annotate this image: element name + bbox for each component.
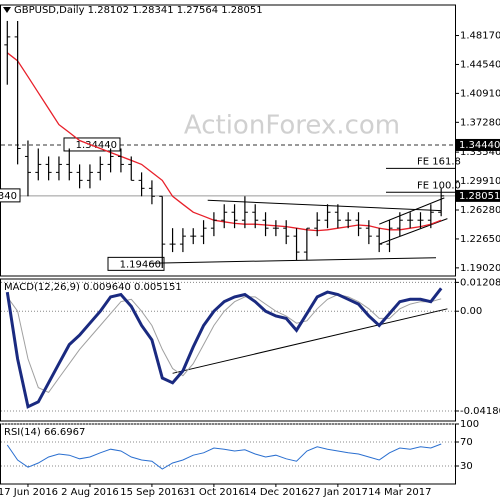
box-label: 1.19460 [120,259,161,270]
indicator-line [6,293,442,394]
box-label-frame [0,188,21,203]
x-tick-label: 17 Jun 2016 [0,487,58,498]
box-label-frame [63,137,121,152]
y-tick-label: 1.40910 [460,88,500,99]
panel-frame [0,4,456,277]
x-tick-label: 2 Aug 2016 [61,487,119,498]
level-label-box [456,189,500,202]
box-label: 1.34440 [76,140,117,151]
chart-title: GBPUSD,Daily 1.28102 1.28341 1.27564 1.2… [14,5,263,16]
y-tick-label: 100 [460,419,479,430]
level-label: 1.28051 [459,191,500,202]
indicator-line [5,287,443,409]
y-tick-label: 30 [460,461,473,472]
box-label: 340 [0,191,17,202]
y-tick-label: 1.37280 [460,117,500,128]
y-tick-label: -0.041802 [460,406,500,417]
fe-label: FE 100.0 [417,180,461,191]
panel-frame [0,423,456,485]
x-tick-label: 31 Oct 2016 [183,487,245,498]
y-tick-label: 1.22650 [460,234,500,245]
panel-frame [0,278,456,422]
menu-triangle [3,7,11,13]
y-tick-label: 0.012089 [460,277,500,288]
y-tick-label: 1.19020 [460,263,500,274]
y-tick-label: 1.26280 [460,205,500,216]
y-tick-label: 1.48170 [460,31,500,42]
x-tick-label: 15 Sep 2016 [120,487,183,498]
y-tick-label: 1.33540 [460,147,500,158]
y-tick-label: 1.29910 [460,176,500,187]
y-tick-label: 70 [460,437,473,448]
x-tick-label: 14 Dec 2016 [244,487,308,498]
y-tick-label: 0.00 [460,306,482,317]
trendline [172,308,448,374]
panel-title: MACD(12,26,9) 0.009640 0.005151 [4,282,182,293]
level-label: 1.34440 [459,140,500,151]
trendline [207,199,442,212]
y-tick-label: 1.44540 [460,59,500,70]
panel-title: RSI(14) 66.6967 [4,427,85,438]
x-tick-label: 14 Mar 2017 [368,487,431,498]
trendline [379,197,445,225]
indicator-line [6,443,442,470]
trendline [149,257,437,264]
watermark: ActionForex.com [184,111,400,141]
x-tick-label: 27 Jan 2017 [308,487,368,498]
box-label-frame [107,256,165,271]
fe-label: FE 161.8 [417,156,461,167]
level-label-box [456,138,500,151]
